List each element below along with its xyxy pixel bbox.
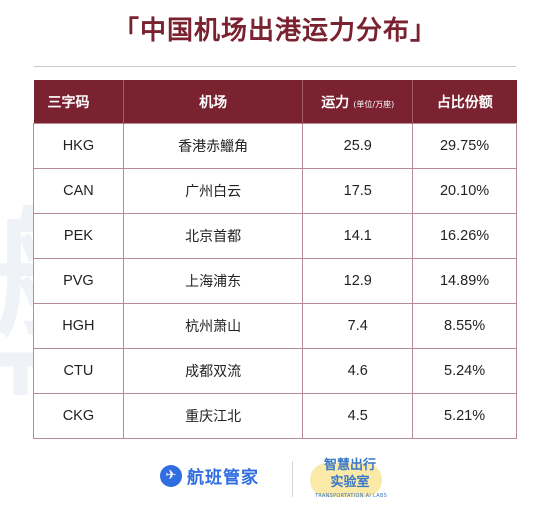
table-row: HKG 香港赤鱲角 25.9 29.75% [33,123,517,169]
cell-code: CTU [33,348,124,394]
cell-capacity: 4.5 [302,393,414,439]
cell-capacity: 7.4 [302,303,414,349]
lab-name-line2: 实验室 [330,475,370,490]
table-row: PEK 北京首都 14.1 16.26% [33,213,517,259]
page-title: 「中国机场出港运力分布」 [112,16,437,46]
cell-share: 29.75% [412,123,517,169]
header-code: 三字码 [33,80,124,124]
cell-share: 14.89% [412,258,517,304]
cell-code: CAN [33,168,124,214]
header-capacity-label: 运力 [321,94,350,111]
cell-airport: 重庆江北 [122,393,304,439]
table-row: CAN 广州白云 17.5 20.10% [33,168,517,214]
lab-name-line1: 智慧出行 [323,458,376,473]
plane-logo-icon: ✈ [160,464,182,487]
cell-airport: 上海浦东 [122,258,304,304]
lab-logo-badge [310,463,382,497]
lab-subtitle: TRANSPORTATION AI LABS [314,493,388,499]
cell-airport: 成都双流 [122,348,304,394]
flight-manager-name: 航班管家 [187,468,259,488]
cell-airport: 杭州萧山 [122,303,304,349]
cell-capacity: 25.9 [302,123,414,169]
flight-manager-brand: ✈ 航班管家 [160,463,259,488]
cell-capacity: 14.1 [302,213,414,259]
table-header-row: 三字码 机场 运力 (单位/万座) 占比份额 [33,80,517,124]
cell-airport: 广州白云 [122,168,304,214]
header-capacity: 运力 (单位/万座) [302,80,413,124]
transport-lab-logo: 智慧出行 实验室 TRANSPORTATION AI LABS [304,457,394,503]
table-row: HGH 杭州萧山 7.4 8.55% [33,303,517,349]
title-divider [34,66,516,67]
lab-name: 智慧出行 实验室 [312,457,388,491]
cell-code: HGH [33,303,124,349]
header-airport: 机场 [122,80,303,124]
cell-code: CKG [33,393,124,439]
header-share: 占比份额 [412,80,517,124]
cell-airport: 北京首都 [122,213,304,259]
cell-capacity: 4.6 [302,348,414,394]
cell-code: PEK [33,213,124,259]
cell-share: 5.21% [412,393,517,439]
header-capacity-unit: (单位/万座) [353,99,395,109]
brand-divider [292,461,293,497]
cell-share: 16.26% [412,213,517,259]
cell-capacity: 12.9 [302,258,414,304]
table-row: PVG 上海浦东 12.9 14.89% [33,258,517,304]
cell-code: PVG [33,258,124,304]
table-row: CTU 成都双流 4.6 5.24% [33,348,517,394]
table-row: CKG 重庆江北 4.5 5.21% [33,393,517,439]
footer-branding: ✈ 航班管家 智慧出行 实验室 TRANSPORTATION AI LABS [0,455,550,515]
cell-airport: 香港赤鱲角 [122,123,304,169]
cell-share: 5.24% [412,348,517,394]
cell-capacity: 17.5 [302,168,414,214]
capacity-table: 三字码 机场 运力 (单位/万座) 占比份额 HKG 香港赤鱲角 25.9 29.… [33,80,517,439]
cell-share: 8.55% [412,303,517,349]
cell-share: 20.10% [412,168,517,214]
cell-code: HKG [33,123,124,169]
